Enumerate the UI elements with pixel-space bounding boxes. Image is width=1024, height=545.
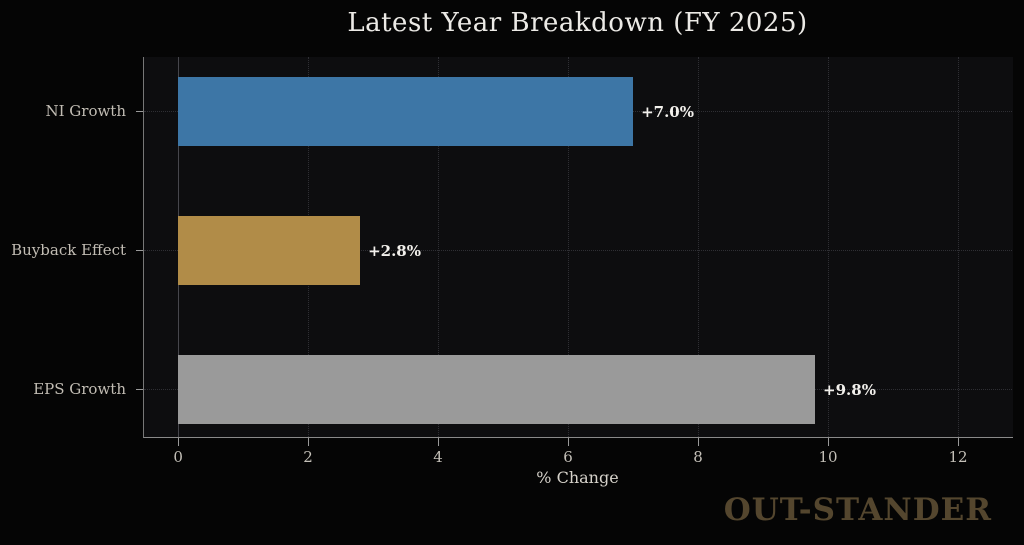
x-tick-label: 10: [818, 448, 838, 466]
bar-value-label: +9.8%: [823, 381, 876, 399]
gridline-vertical: [828, 57, 830, 437]
bar-value-label: +2.8%: [368, 242, 421, 260]
x-tick-mark: [438, 438, 440, 446]
y-tick-label: NI Growth: [45, 102, 126, 120]
gridline-horizontal: [144, 250, 1012, 251]
x-tick-label: 0: [173, 448, 183, 466]
y-tick-mark: [136, 111, 143, 112]
watermark: OUT-STANDER: [723, 492, 992, 528]
y-tick-mark: [136, 389, 143, 390]
x-tick-label: 4: [433, 448, 443, 466]
gridline-vertical: [568, 57, 570, 437]
gridline-vertical: [698, 57, 700, 437]
y-tick-mark: [136, 250, 143, 251]
y-tick-label: EPS Growth: [33, 380, 126, 398]
x-tick-mark: [828, 438, 830, 446]
y-tick-label: Buyback Effect: [11, 241, 126, 259]
x-tick-label: 12: [948, 448, 968, 466]
x-tick-mark: [698, 438, 700, 446]
gridline-vertical: [958, 57, 960, 437]
x-tick-mark: [568, 438, 570, 446]
x-axis-label: % Change: [536, 468, 619, 487]
x-tick-label: 2: [303, 448, 313, 466]
bar-value-label: +7.0%: [641, 103, 694, 121]
x-tick-label: 6: [563, 448, 573, 466]
x-tick-label: 8: [693, 448, 703, 466]
gridline-vertical: [438, 57, 440, 437]
x-tick-mark: [308, 438, 310, 446]
x-tick-mark: [958, 438, 960, 446]
bar: [178, 354, 816, 424]
bar: [178, 215, 361, 285]
chart-title: Latest Year Breakdown (FY 2025): [347, 8, 808, 38]
x-tick-mark: [178, 438, 180, 446]
bar: [178, 76, 634, 146]
